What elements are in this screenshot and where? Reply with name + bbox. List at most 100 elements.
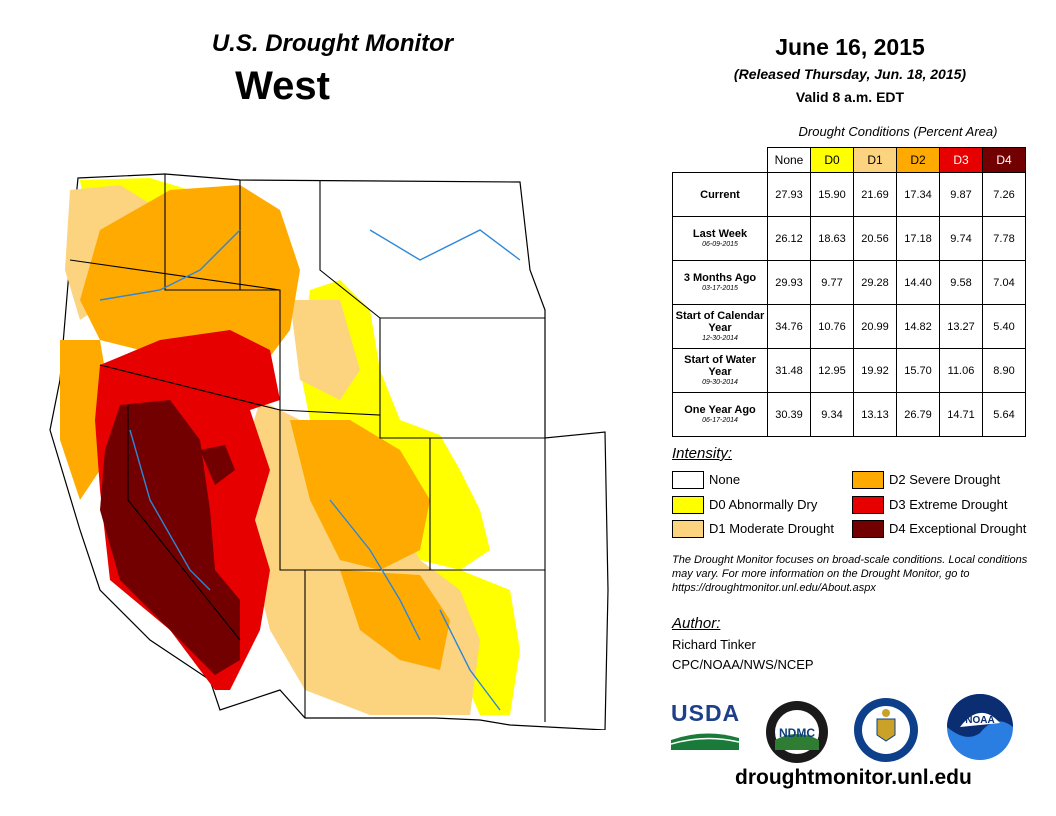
table-header-row: None D0 D1 D2 D3 D4 bbox=[673, 147, 1026, 173]
table-cell: 8.90 bbox=[982, 348, 1026, 393]
author-org: CPC/NOAA/NWS/NCEP bbox=[672, 657, 814, 672]
table-cell: 20.99 bbox=[853, 304, 897, 349]
table-row: 3 Months Ago 03-17-2015 29.93 9.77 29.28 14.4… bbox=[672, 260, 1026, 305]
map-region-d4 bbox=[200, 445, 235, 485]
row-label-text: Last Week bbox=[692, 228, 748, 240]
table-cell: 20.56 bbox=[853, 216, 897, 261]
usda-logo-text: USDA bbox=[671, 700, 741, 726]
table-cell: 31.48 bbox=[767, 348, 811, 393]
usda-logo: USDA bbox=[671, 700, 739, 750]
valid-time: Valid 8 a.m. EDT bbox=[795, 89, 905, 105]
table-cell: 26.79 bbox=[896, 392, 940, 437]
table-cell: 12.95 bbox=[810, 348, 854, 393]
table-cell: 5.64 bbox=[982, 392, 1026, 437]
table-cell: 26.12 bbox=[767, 216, 811, 261]
table-cell: 15.70 bbox=[896, 348, 940, 393]
map-region-d1 bbox=[290, 300, 360, 400]
row-label-text: Start of Calendar Year bbox=[675, 310, 765, 334]
map-region-d2 bbox=[290, 420, 430, 570]
row-label-date: 12-30-2014 bbox=[702, 335, 738, 342]
map-region-d4 bbox=[100, 400, 240, 675]
author-title: Author: bbox=[672, 615, 721, 632]
legend-swatch bbox=[672, 496, 704, 514]
table-cell: 18.63 bbox=[810, 216, 854, 261]
map-region-d2 bbox=[60, 340, 110, 500]
row-label-date: 06-09-2015 bbox=[702, 241, 738, 248]
row-label: Last Week 06-09-2015 bbox=[672, 216, 768, 261]
table-cell: 29.28 bbox=[853, 260, 897, 305]
column-header-none: None bbox=[767, 147, 811, 173]
table-cell: 7.04 bbox=[982, 260, 1026, 305]
column-header-d0: D0 bbox=[810, 147, 854, 173]
table-row: Current 27.93 15.90 21.69 17.34 9.87 7.26 bbox=[672, 172, 1026, 217]
row-label: Start of Water Year 09-30-2014 bbox=[672, 348, 768, 393]
table-row: Start of Calendar Year 12-30-2014 34.76 10.… bbox=[672, 304, 1026, 349]
ndmc-logo: NDMC bbox=[766, 701, 828, 763]
disclaimer-text: The Drought Monitor focuses on broad-sca… bbox=[672, 554, 1028, 594]
drought-map bbox=[49, 173, 609, 730]
author-name: Richard Tinker bbox=[672, 637, 756, 652]
row-label-text: Current bbox=[700, 188, 740, 201]
row-label-text: Start of Water Year bbox=[684, 354, 756, 378]
table-cell: 21.69 bbox=[853, 172, 897, 217]
table-cell: 7.78 bbox=[982, 216, 1026, 261]
legend-label: D1 Moderate Drought bbox=[709, 521, 835, 536]
row-label: One Year Ago 06-17-2014 bbox=[672, 392, 768, 437]
table-cell: 5.40 bbox=[982, 304, 1026, 349]
rivers bbox=[99, 229, 521, 711]
row-label: Start of Calendar Year 12-30-2014 bbox=[672, 304, 768, 349]
table-row: Start of Water Year 09-30-2014 31.48 12.95 1… bbox=[672, 348, 1026, 393]
release-date: (Released Thursday, Jun. 18, 2015) bbox=[733, 66, 967, 82]
table-cell: 9.74 bbox=[939, 216, 983, 261]
row-label: 3 Months Ago 03-17-2015 bbox=[672, 260, 768, 305]
row-label-date: 06-17-2014 bbox=[702, 417, 738, 424]
row-label-text: 3 Months Ago bbox=[683, 272, 757, 284]
ndmc-logo-text: NDMC bbox=[779, 726, 815, 740]
row-label-text: One Year Ago bbox=[684, 404, 756, 416]
noaa-logo: NOAA bbox=[947, 694, 1013, 760]
table-cell: 13.13 bbox=[853, 392, 897, 437]
drought-map-regions bbox=[49, 173, 609, 730]
commerce-seal-icon bbox=[854, 698, 918, 762]
legend-label: D4 Exceptional Drought bbox=[889, 521, 1027, 536]
legend-title: Intensity: bbox=[672, 445, 733, 462]
table-cell: 27.93 bbox=[767, 172, 811, 217]
table-cell: 34.76 bbox=[767, 304, 811, 349]
table-cell: 11.06 bbox=[939, 348, 983, 393]
row-label: Current bbox=[672, 172, 768, 217]
table-row: Last Week 06-09-2015 26.12 18.63 20.56 17.18 9… bbox=[672, 216, 1026, 261]
table-row: One Year Ago 06-17-2014 30.39 9.34 13.13 26.7… bbox=[672, 392, 1026, 437]
legend-swatch bbox=[672, 520, 704, 538]
table-cell: 9.58 bbox=[939, 260, 983, 305]
table-cell: 19.92 bbox=[853, 348, 897, 393]
column-header-d2: D2 bbox=[896, 147, 940, 173]
row-label-date: 09-30-2014 bbox=[702, 379, 738, 386]
table-cell: 14.82 bbox=[896, 304, 940, 349]
table-cell: 13.27 bbox=[939, 304, 983, 349]
table-cell: 14.71 bbox=[939, 392, 983, 437]
column-header-d1: D1 bbox=[853, 147, 897, 173]
usda-hill-icon bbox=[671, 733, 739, 750]
map-region-d2 bbox=[340, 570, 450, 670]
footer-url-link[interactable]: droughtmonitor.unl.edu bbox=[735, 766, 972, 789]
column-header-d3: D3 bbox=[939, 147, 983, 173]
table-cell: 29.93 bbox=[767, 260, 811, 305]
table-cell: 17.18 bbox=[896, 216, 940, 261]
legend-swatch bbox=[852, 520, 884, 538]
map-title: U.S. Drought Monitor bbox=[211, 30, 454, 57]
legend-swatch bbox=[852, 496, 884, 514]
table-cell: 30.39 bbox=[767, 392, 811, 437]
table-cell: 10.76 bbox=[810, 304, 854, 349]
noaa-logo-text: NOAA bbox=[965, 715, 994, 726]
legend-label: D0 Abnormally Dry bbox=[709, 497, 818, 512]
legend-label: D2 Severe Drought bbox=[889, 472, 1001, 487]
table-cell: 9.34 bbox=[810, 392, 854, 437]
legend-swatch bbox=[672, 471, 704, 489]
table-cell: 9.87 bbox=[939, 172, 983, 217]
region-title: West bbox=[235, 64, 330, 108]
drought-conditions-table: None D0 D1 D2 D3 D4 Current 27.93 15.90 21.… bbox=[672, 147, 1026, 437]
map-date: June 16, 2015 bbox=[775, 34, 925, 60]
table-cell: 7.26 bbox=[982, 172, 1026, 217]
table-cell: 17.34 bbox=[896, 172, 940, 217]
column-header-d4: D4 bbox=[982, 147, 1026, 173]
